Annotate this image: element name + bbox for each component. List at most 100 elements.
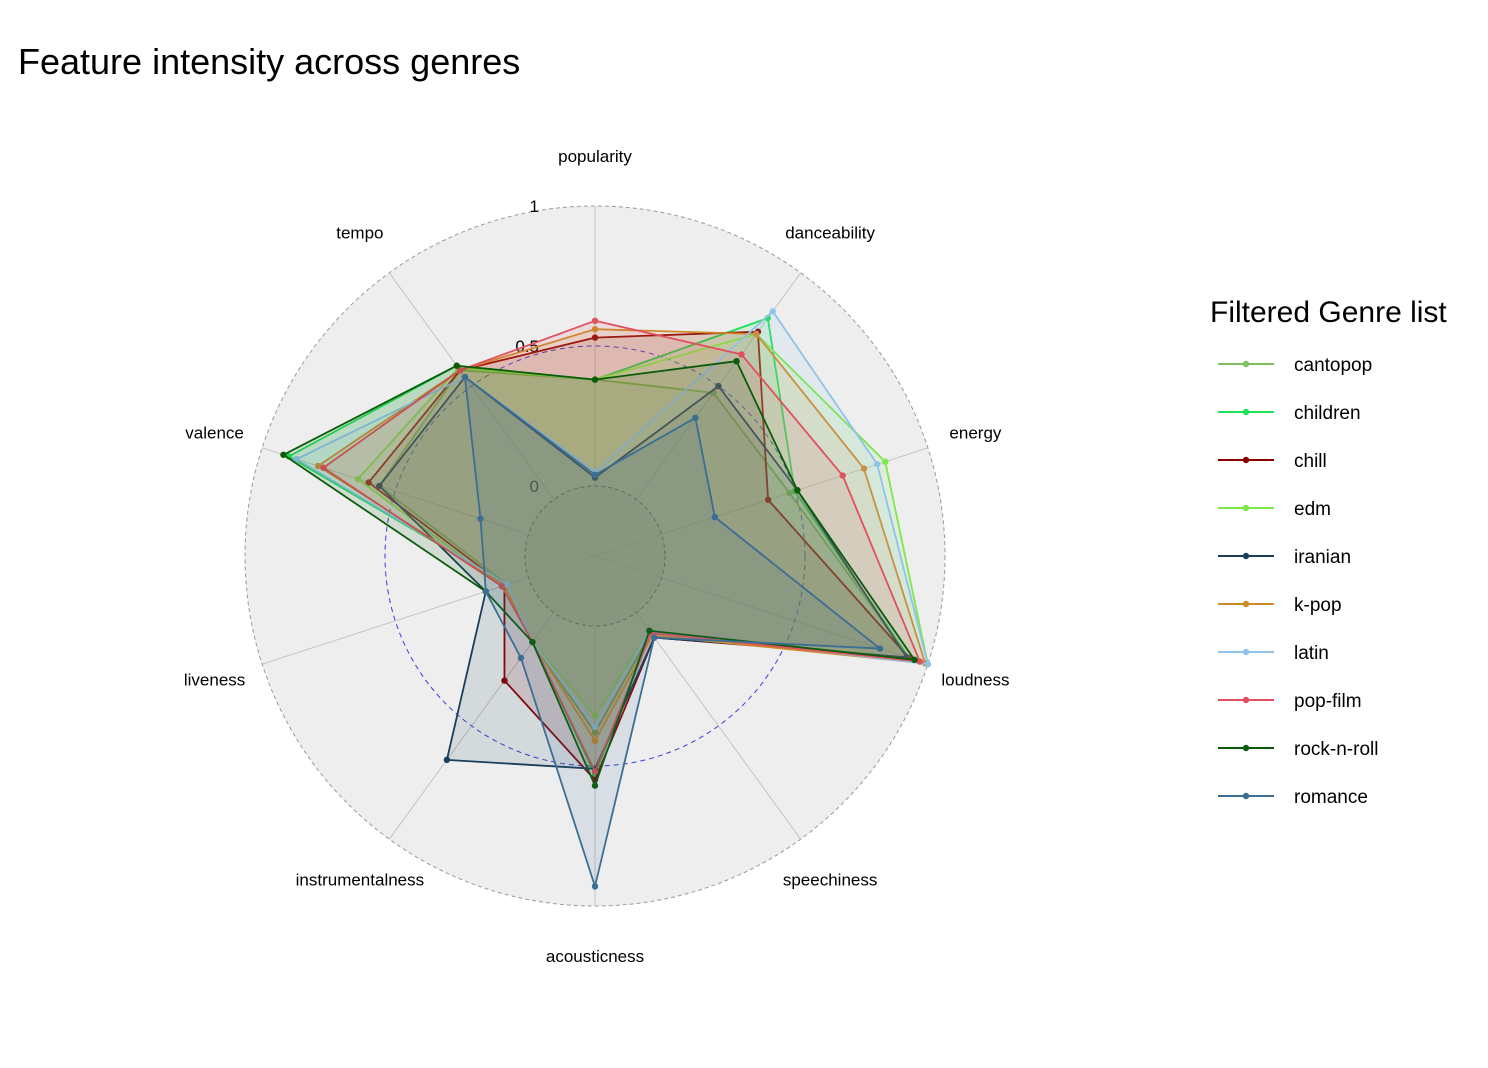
- axis-label-speechiness: speechiness: [783, 871, 878, 890]
- data-point: [646, 627, 653, 634]
- radar-series: [280, 308, 932, 890]
- data-point: [738, 351, 745, 358]
- series-k-pop: [314, 326, 929, 744]
- data-point: [503, 581, 511, 588]
- tick-label: 0: [530, 477, 539, 496]
- data-point: [860, 465, 868, 472]
- legend-item-latin: latin: [1218, 643, 1329, 664]
- data-point: [764, 496, 772, 503]
- data-point: [591, 883, 599, 890]
- axis-label-liveness: liveness: [184, 671, 245, 690]
- legend-key-point: [1242, 792, 1250, 800]
- data-point: [916, 658, 924, 665]
- series-romance: [461, 373, 884, 890]
- legend-key-point: [1242, 696, 1250, 704]
- data-point: [753, 330, 760, 338]
- legend-item-iranian: iranian: [1218, 547, 1351, 568]
- legend-item-k-pop: k-pop: [1218, 595, 1342, 616]
- legend-label: pop-film: [1294, 691, 1362, 712]
- data-point: [482, 588, 490, 595]
- series-rock-n-roll: [280, 357, 918, 789]
- data-point: [529, 638, 536, 646]
- data-point: [711, 513, 719, 521]
- legend-key-point: [1242, 456, 1250, 464]
- legend-key-point: [1242, 744, 1250, 752]
- data-point: [591, 376, 599, 383]
- legend-item-rock-n-roll: rock-n-roll: [1218, 739, 1378, 760]
- data-point: [376, 482, 383, 490]
- legend-label: iranian: [1294, 547, 1351, 568]
- data-point: [461, 373, 469, 381]
- data-point: [911, 656, 918, 664]
- legend-item-romance: romance: [1218, 787, 1368, 808]
- legend-item-cantopop: cantopop: [1218, 355, 1372, 376]
- legend-title: Filtered Genre list: [1210, 296, 1447, 329]
- legend-label: romance: [1294, 787, 1368, 808]
- data-point: [715, 382, 722, 390]
- axis-label-instrumentalness: instrumentalness: [296, 871, 425, 890]
- data-point: [591, 737, 599, 744]
- data-point: [882, 458, 889, 465]
- data-point: [591, 729, 599, 736]
- data-point: [733, 357, 740, 365]
- axis-label-acousticness: acousticness: [546, 947, 644, 966]
- legend-key-point: [1242, 360, 1250, 368]
- data-point: [498, 583, 505, 590]
- data-point: [354, 475, 362, 483]
- data-point: [876, 645, 884, 652]
- legend-label: k-pop: [1294, 595, 1342, 616]
- data-point: [769, 308, 776, 315]
- axis-label-popularity: popularity: [558, 147, 632, 166]
- data-point: [591, 768, 599, 775]
- data-point: [839, 472, 846, 479]
- data-point: [477, 515, 484, 522]
- data-point: [293, 455, 300, 463]
- data-point: [456, 367, 464, 374]
- data-point: [591, 723, 599, 730]
- legend-key-point: [1242, 600, 1250, 608]
- data-point: [591, 317, 599, 324]
- legend-label: children: [1294, 403, 1361, 424]
- radar-grid: 10.50: [244, 197, 946, 907]
- legend-label: rock-n-roll: [1294, 739, 1378, 760]
- legend-key-point: [1242, 408, 1250, 416]
- legend-item-chill: chill: [1218, 451, 1327, 472]
- data-point: [365, 479, 372, 486]
- legend-key-point: [1242, 648, 1250, 656]
- axis-label-valence: valence: [185, 423, 244, 442]
- legend-item-edm: edm: [1218, 499, 1331, 520]
- data-point: [453, 362, 460, 369]
- axis-label-energy: energy: [949, 423, 1001, 442]
- legend-label: edm: [1294, 499, 1331, 520]
- data-point: [517, 654, 525, 662]
- legend-label: chill: [1294, 451, 1327, 472]
- inner-ring-0: [524, 485, 666, 627]
- data-point: [786, 489, 793, 497]
- legend-key-point: [1242, 504, 1250, 512]
- axis-label-loudness: loudness: [941, 671, 1009, 690]
- legend-item-pop-film: pop-film: [1218, 691, 1362, 712]
- legend-label: cantopop: [1294, 355, 1372, 376]
- data-point: [874, 461, 881, 468]
- data-point: [591, 782, 599, 789]
- data-point: [320, 464, 327, 471]
- axis-labels: popularity danceability energy loudness spee…: [184, 147, 1010, 966]
- chart-title: Feature intensity across genres: [18, 41, 520, 82]
- data-point: [591, 326, 599, 333]
- data-point: [280, 451, 287, 458]
- legend-key-point: [1242, 552, 1250, 560]
- data-point: [794, 487, 801, 494]
- axis-label-tempo: tempo: [336, 223, 383, 242]
- data-point: [443, 756, 451, 764]
- legend: Filtered Genre list cantopop children chil…: [1210, 296, 1447, 808]
- data-point: [591, 712, 599, 719]
- axis-label-danceability: danceability: [785, 223, 875, 242]
- data-point: [314, 462, 322, 470]
- data-point: [501, 677, 508, 684]
- tick-label: 1: [530, 197, 539, 216]
- data-point: [591, 471, 599, 478]
- data-point: [924, 660, 932, 668]
- data-point: [591, 334, 599, 341]
- legend-label: latin: [1294, 643, 1329, 664]
